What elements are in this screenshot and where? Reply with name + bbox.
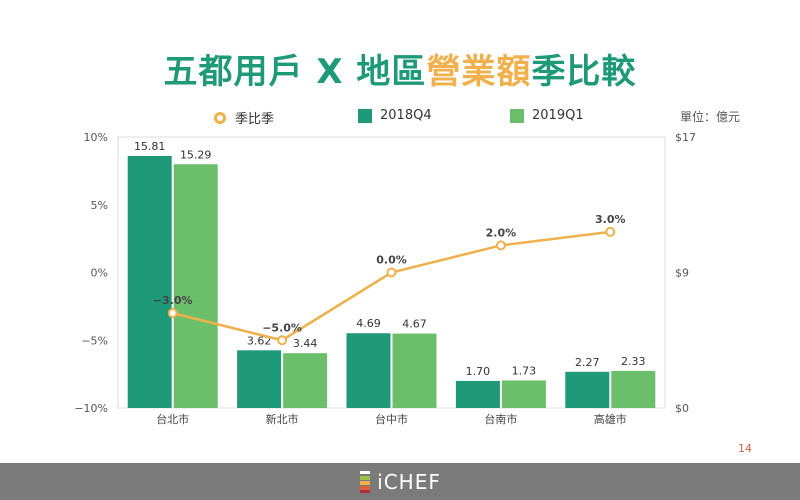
category-label: 高雄市 <box>594 412 627 426</box>
legend: 季比季 2018Q4 2019Q1 <box>0 108 800 128</box>
bar-2018q4 <box>565 371 610 408</box>
bar-value-label: 15.81 <box>134 140 166 153</box>
bar-2019q1 <box>173 164 218 408</box>
bar-value-label: 1.70 <box>466 365 491 378</box>
bar-2019q1 <box>611 370 656 408</box>
legend-item-line: 季比季 <box>213 108 274 127</box>
line-value-label: −3.0% <box>153 294 193 307</box>
legend-label: 2018Q4 <box>380 108 432 123</box>
page-number: 14 <box>738 442 752 455</box>
line-value-label: 0.0% <box>376 254 407 267</box>
legend-item-2018q4: 2018Q4 <box>358 108 432 123</box>
right-tick-label: $17 <box>675 131 696 144</box>
line-point <box>167 308 178 319</box>
line-point <box>605 226 616 237</box>
brand-name: iCHEF <box>377 469 441 494</box>
legend-label: 季比季 <box>235 112 275 127</box>
bar-2019q1 <box>392 333 437 408</box>
line-point <box>277 335 288 346</box>
title-part3: 季比較 <box>531 52 637 92</box>
bar-2018q4 <box>455 380 500 408</box>
left-tick-label: 10% <box>84 131 108 144</box>
line-point <box>495 240 506 251</box>
left-tick-label: 5% <box>91 199 108 212</box>
category-label: 台中市 <box>375 412 408 426</box>
bar-2018q4 <box>127 155 172 408</box>
bar-2019q1 <box>283 353 328 408</box>
right-tick-label: $0 <box>675 402 689 415</box>
plot-frame <box>117 136 666 409</box>
line-point <box>386 267 397 278</box>
bar-value-label: 2.27 <box>575 356 600 369</box>
legend-label: 2019Q1 <box>532 108 584 123</box>
line-series <box>172 230 611 342</box>
legend-item-2019q1: 2019Q1 <box>510 108 584 123</box>
footer: iCHEF <box>0 463 800 500</box>
bar-2018q4 <box>346 333 391 408</box>
line-value-label: 3.0% <box>595 213 626 226</box>
bar-value-label: 2.33 <box>621 355 646 368</box>
bar-value-label: 3.62 <box>247 334 272 347</box>
left-tick-label: −5% <box>81 334 108 347</box>
bar-2018q4 <box>237 350 282 408</box>
bar-value-label: 4.67 <box>402 318 427 331</box>
left-tick-label: 0% <box>91 267 108 280</box>
legend-swatch <box>358 108 372 123</box>
legend-swatch <box>510 108 524 123</box>
page-title: 五都用戶 X 地區營業額季比較 <box>0 44 800 93</box>
category-label: 新北市 <box>266 412 299 426</box>
ichef-logo-icon <box>360 470 371 493</box>
right-tick-label: $9 <box>675 267 689 280</box>
circle-marker-icon <box>214 111 226 124</box>
bar-value-label: 4.69 <box>356 317 381 330</box>
title-highlight: 營業額 <box>426 52 532 92</box>
bar-2019q1 <box>501 380 546 408</box>
bar-value-label: 3.44 <box>293 337 318 350</box>
line-value-label: 2.0% <box>486 226 517 239</box>
title-part1: 五都用戶 X 地區 <box>163 52 427 92</box>
bar-value-label: 15.29 <box>180 148 212 161</box>
left-tick-label: −10% <box>74 402 108 415</box>
line-value-label: −5.0% <box>262 321 302 334</box>
category-label: 台南市 <box>484 412 517 426</box>
unit-label: 單位：億元 <box>679 110 740 124</box>
bar-value-label: 1.73 <box>512 364 537 377</box>
category-label: 台北市 <box>156 412 189 426</box>
